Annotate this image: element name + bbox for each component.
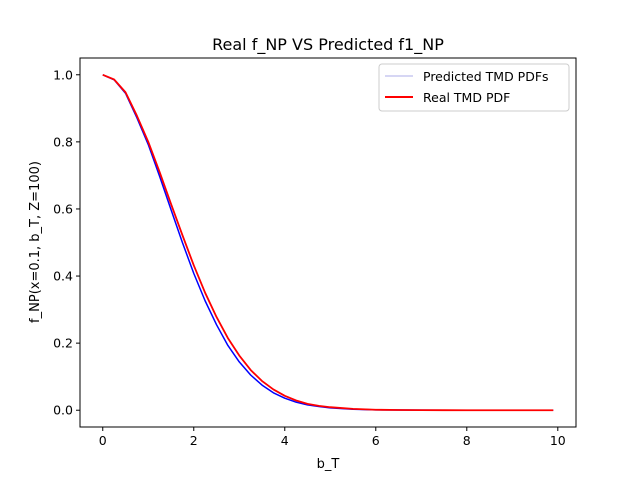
plot-area [79,57,577,428]
y-tick-label: 0.0 [53,403,73,418]
legend-box [378,63,570,112]
x-axis-ticks: 0 2 4 6 8 10 [99,427,566,448]
x-tick-label: 4 [281,433,289,448]
axes-frame [79,57,577,428]
legend-label-predicted: Predicted TMD PDFs [423,69,549,84]
legend-label-real: Real TMD PDF [423,90,510,105]
y-axis-label: f_NP(x=0.1, b_T, Z=100) [28,161,43,323]
x-tick-label: 8 [463,433,471,448]
y-tick-label: 0.4 [53,269,73,284]
x-tick-label: 10 [550,433,566,448]
x-tick-label: 2 [190,433,198,448]
y-tick-label: 0.2 [53,336,73,351]
chart-title: Real f_NP VS Predicted f1_NP [212,35,444,55]
series-layer [102,73,554,412]
legend: Predicted TMD PDFs Real TMD PDF [378,63,570,112]
x-tick-label: 6 [372,433,380,448]
x-tick-label: 0 [99,433,107,448]
x-axis-label: b_T [317,457,340,472]
y-axis-ticks: 0.0 0.2 0.4 0.6 0.8 1.0 [53,67,80,418]
series-line-real [102,73,554,412]
y-tick-label: 0.6 [53,201,73,216]
y-tick-label: 0.8 [53,134,73,149]
y-tick-label: 1.0 [53,67,73,82]
